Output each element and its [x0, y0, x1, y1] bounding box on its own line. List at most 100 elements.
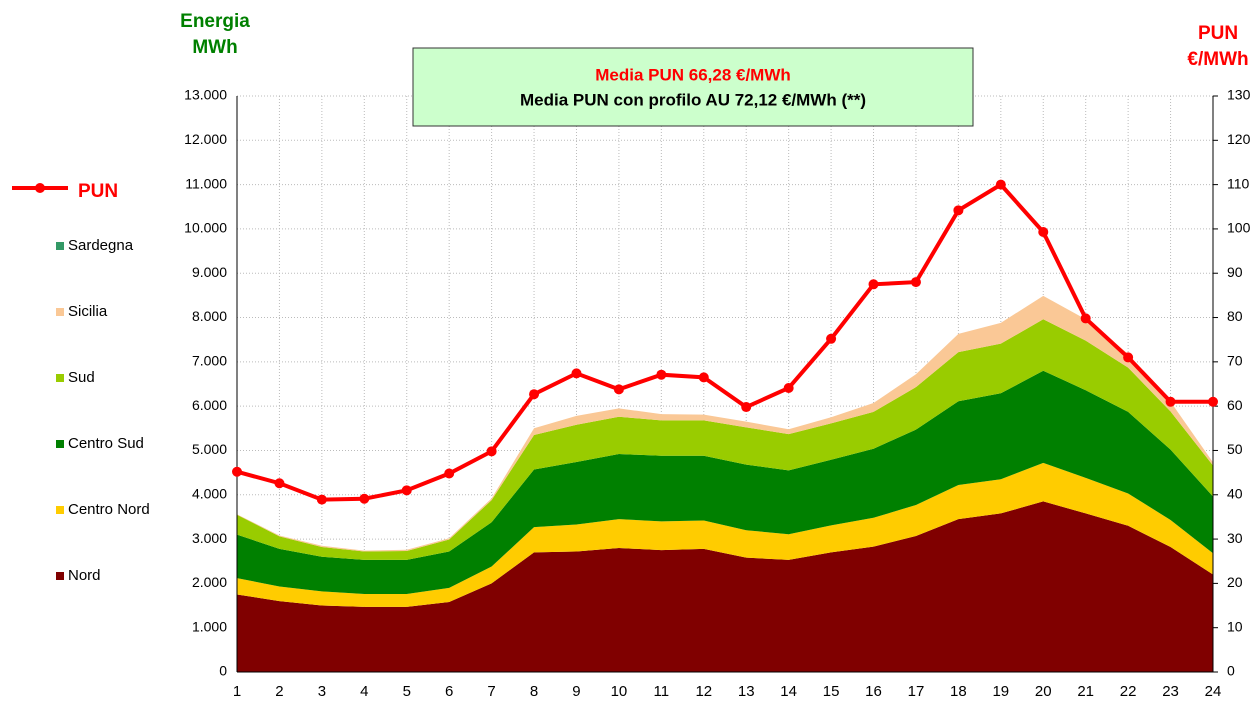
legend-swatch: [56, 506, 64, 514]
x-tick-label: 12: [695, 683, 712, 700]
legend-label: Nord: [68, 567, 101, 584]
pun-marker: [826, 333, 837, 344]
y2-tick-label: 110: [1227, 175, 1250, 191]
pun-marker: [359, 493, 370, 504]
x-tick-label: 21: [1077, 683, 1094, 700]
y2-tick-label: 70: [1227, 353, 1243, 369]
y-tick-label: 2.000: [192, 574, 227, 590]
x-tick-label: 11: [654, 683, 670, 700]
legend-marker: [35, 183, 45, 193]
legend-label: Centro Nord: [68, 501, 150, 518]
annotation: Media PUN 66,28 €/MWh: [595, 65, 791, 84]
y2-tick-label: 10: [1227, 618, 1243, 634]
legend-label: Sud: [68, 369, 95, 386]
x-tick-label: 8: [530, 683, 538, 700]
x-tick-label: 16: [865, 683, 882, 700]
y-axis-label: Energia: [180, 11, 250, 32]
area: [237, 319, 1213, 560]
legend-swatch: [56, 440, 64, 448]
y2-tick-label: 30: [1227, 530, 1243, 546]
y2-tick-label: 90: [1227, 264, 1243, 280]
y-tick-label: 7.000: [192, 353, 227, 369]
x-tick-label: 19: [992, 683, 1009, 700]
pun-marker: [995, 179, 1006, 190]
area: [237, 501, 1213, 672]
x-tick-label: 4: [360, 683, 368, 700]
y-tick-label: 12.000: [184, 131, 227, 147]
pun-marker: [401, 485, 412, 496]
pun-marker: [910, 277, 921, 288]
y-tick-label: 10.000: [184, 220, 227, 236]
legend-swatch: [56, 242, 64, 250]
pun-marker: [529, 389, 540, 400]
y-tick-label: 11.000: [185, 175, 227, 191]
x-tick-label: 7: [487, 683, 495, 700]
y2-tick-label: 130: [1227, 87, 1251, 103]
x-tick-label: 23: [1162, 683, 1179, 700]
pun-marker: [1080, 313, 1091, 324]
pun-marker: [698, 372, 709, 383]
pun-marker: [783, 382, 794, 393]
y-tick-label: 6.000: [192, 397, 227, 413]
x-tick-label: 9: [572, 683, 580, 700]
x-tick-label: 15: [823, 683, 840, 700]
x-tick-label: 6: [445, 683, 453, 700]
legend-swatch: [56, 308, 64, 316]
y2-tick-label: 80: [1227, 308, 1243, 324]
legend-swatch: [56, 374, 64, 382]
x-tick-label: 17: [908, 683, 925, 700]
x-tick-label: 2: [275, 683, 283, 700]
pun-marker: [656, 369, 667, 380]
area: [237, 462, 1213, 607]
legend-swatch: [56, 572, 64, 580]
pun-marker: [1208, 396, 1218, 407]
y2-tick-label: 50: [1227, 441, 1243, 457]
x-tick-label: 20: [1035, 683, 1052, 700]
area: [237, 295, 1213, 552]
x-tick-label: 22: [1120, 683, 1137, 700]
pun-marker: [1123, 352, 1134, 363]
legend-label: PUN: [78, 181, 118, 202]
y-axis-label: MWh: [192, 37, 237, 58]
y-tick-label: 4.000: [192, 485, 227, 501]
legend-label: Centro Sud: [68, 435, 144, 452]
x-tick-label: 3: [318, 683, 326, 700]
pun-marker: [444, 468, 455, 479]
annotation-box: [412, 47, 974, 127]
x-tick-label: 1: [233, 683, 241, 700]
pun-marker: [486, 446, 497, 457]
legend-label: Sicilia: [68, 303, 108, 320]
y2-tick-label: 0: [1227, 663, 1235, 679]
y2-axis-label: PUN: [1198, 23, 1238, 44]
pun-marker: [274, 478, 285, 489]
y-tick-label: 1.000: [192, 618, 227, 634]
pun-marker: [232, 466, 242, 477]
y2-tick-label: 120: [1227, 131, 1251, 147]
x-tick-label: 5: [403, 683, 411, 700]
y-tick-label: 3.000: [192, 530, 227, 546]
pun-marker: [316, 494, 327, 505]
legend-label: Sardegna: [68, 237, 134, 254]
y2-axis-label: €/MWh: [1187, 49, 1248, 70]
x-tick-label: 14: [780, 683, 797, 700]
y2-tick-label: 40: [1227, 485, 1243, 501]
pun-line: [236, 182, 1213, 502]
pun-marker: [613, 384, 624, 395]
y-tick-label: 5.000: [192, 441, 227, 457]
pun-marker: [571, 368, 582, 379]
x-tick-label: 13: [738, 683, 755, 700]
x-tick-label: 18: [950, 683, 967, 700]
annotation: Media PUN con profilo AU 72,12 €/MWh (**…: [520, 90, 866, 109]
y2-tick-label: 60: [1227, 397, 1243, 413]
y-tick-label: 13.000: [184, 87, 227, 103]
y-tick-label: 0: [219, 663, 227, 679]
y-tick-label: 9.000: [192, 264, 227, 280]
pun-marker: [1038, 227, 1049, 238]
y-tick-label: 8.000: [192, 308, 227, 324]
x-tick-label: 24: [1205, 683, 1222, 700]
pun-marker: [868, 279, 879, 290]
area: [237, 370, 1213, 595]
y2-tick-label: 100: [1227, 220, 1251, 236]
y2-tick-label: 20: [1227, 574, 1243, 590]
